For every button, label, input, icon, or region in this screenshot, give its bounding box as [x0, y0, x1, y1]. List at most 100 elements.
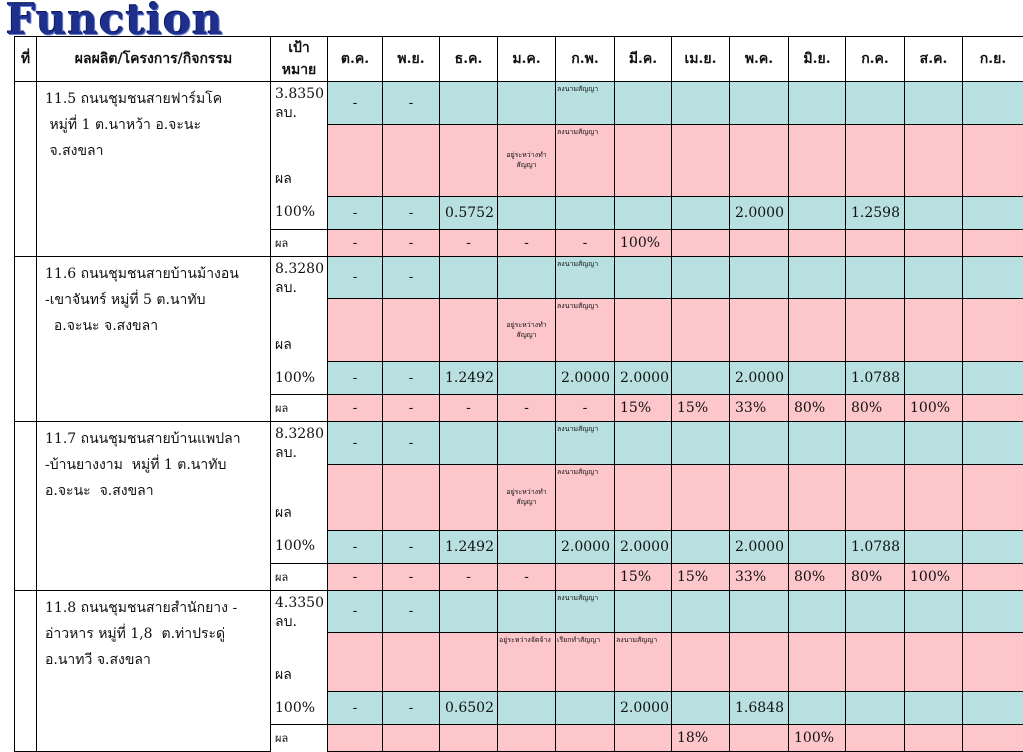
month-cell: [905, 299, 963, 362]
project-plan-table: ที่ผลผลิต/โครงการ/กิจกรรมเป้าหมายต.ค.พ.ย…: [14, 36, 1023, 752]
month-cell: [963, 725, 1023, 752]
month-cell: [328, 725, 383, 752]
percent-label-cell: 100%: [271, 692, 328, 725]
month-cell: [846, 422, 905, 465]
month-cell: 15%: [672, 563, 730, 590]
month-cell: [498, 196, 556, 229]
month-cell: [730, 633, 789, 692]
row-number-cell: [15, 422, 37, 591]
month-cell: [440, 256, 498, 299]
month-cell: 1.2492: [440, 362, 498, 395]
budget-cell: 3.8350 ลบ.: [271, 82, 328, 125]
plan-label-cell: ผล: [271, 633, 328, 692]
month-cell: -: [328, 229, 383, 256]
month-cell: [328, 124, 383, 196]
month-cell: -: [383, 362, 440, 395]
month-cell: [498, 590, 556, 633]
month-cell: [440, 422, 498, 465]
month-cell: อยู่ระหว่างทำสัญญา: [498, 124, 556, 196]
month-cell: [730, 590, 789, 633]
percent-label-cell: 100%: [271, 530, 328, 563]
month-cell: -: [383, 229, 440, 256]
project-name-line: อ.นาทวี จ.สงขลา: [45, 647, 270, 673]
month-cell: [905, 82, 963, 125]
month-cell: [905, 725, 963, 752]
month-cell: [846, 229, 905, 256]
month-cell: [672, 362, 730, 395]
month-cell: [963, 633, 1023, 692]
month-cell: [905, 362, 963, 395]
month-cell: [498, 725, 556, 752]
month-cell: [730, 229, 789, 256]
month-cell: [905, 229, 963, 256]
project-name-line: -บ้านยางงาม หมู่ที่ 1 ต.นาทับ: [45, 452, 270, 478]
month-cell: 0.6502: [440, 692, 498, 725]
month-cell: -: [498, 229, 556, 256]
month-cell: [963, 299, 1023, 362]
month-cell: 80%: [846, 563, 905, 590]
table-row: 11.8 ถนนชุมชนสายสำนักยาง -อ่าวหาร หมู่ที…: [15, 590, 1023, 633]
header-project: ผลผลิต/โครงการ/กิจกรรม: [37, 37, 271, 82]
month-cell: [383, 299, 440, 362]
month-cell: ลงนามสัญญา: [556, 124, 615, 196]
month-cell: -: [556, 395, 615, 422]
month-cell: -: [383, 422, 440, 465]
month-cell: [905, 196, 963, 229]
project-name-line: 11.7 ถนนชุมชนสายบ้านแพปลา: [45, 426, 270, 452]
month-cell: [498, 422, 556, 465]
month-cell: [498, 82, 556, 125]
month-cell: ลงนามสัญญา: [615, 633, 672, 692]
month-cell: -: [440, 395, 498, 422]
budget-cell: 4.3350 ลบ.: [271, 590, 328, 633]
month-cell: 100%: [905, 395, 963, 422]
month-cell: -: [383, 82, 440, 125]
month-cell: [963, 422, 1023, 465]
project-name-cell: 11.6 ถนนชุมชนสายบ้านม้างอน-เขาจันทร์ หมู…: [37, 256, 271, 422]
month-cell: [556, 563, 615, 590]
plan-label-cell: ผล: [271, 124, 328, 196]
month-cell: ลงนามสัญญา: [556, 82, 615, 125]
table-header: ที่ผลผลิต/โครงการ/กิจกรรมเป้าหมายต.ค.พ.ย…: [15, 37, 1023, 82]
month-cell: 1.6848: [730, 692, 789, 725]
month-cell: [963, 229, 1023, 256]
month-cell: -: [328, 530, 383, 563]
header-month: เม.ย.: [672, 37, 730, 82]
month-cell: 15%: [615, 395, 672, 422]
month-cell: [672, 256, 730, 299]
header-month: ธ.ค.: [440, 37, 498, 82]
header-month: พ.ย.: [383, 37, 440, 82]
percent-label-cell: 100%: [271, 196, 328, 229]
month-cell: -: [383, 196, 440, 229]
month-cell: [672, 692, 730, 725]
month-cell: [730, 256, 789, 299]
budget-cell: 8.3280 ลบ.: [271, 422, 328, 465]
month-cell: [730, 464, 789, 530]
month-cell: [615, 422, 672, 465]
month-cell: 1.0788: [846, 530, 905, 563]
month-cell: [615, 590, 672, 633]
month-cell: [846, 299, 905, 362]
month-cell: ลงนามสัญญา: [556, 422, 615, 465]
month-cell: [556, 196, 615, 229]
month-cell: 1.2492: [440, 530, 498, 563]
table-row: 11.6 ถนนชุมชนสายบ้านม้างอน-เขาจันทร์ หมู…: [15, 256, 1023, 299]
month-cell: 2.0000: [615, 362, 672, 395]
month-cell: 2.0000: [730, 196, 789, 229]
month-cell: [615, 464, 672, 530]
month-cell: -: [328, 422, 383, 465]
month-cell: -: [440, 563, 498, 590]
month-cell: [615, 196, 672, 229]
header-no: ที่: [15, 37, 37, 82]
month-cell: -: [383, 692, 440, 725]
header-month: ต.ค.: [328, 37, 383, 82]
month-cell: [383, 725, 440, 752]
month-cell: [615, 82, 672, 125]
row-number-cell: [15, 590, 37, 752]
project-name-cell: 11.7 ถนนชุมชนสายบ้านแพปลา-บ้านยางงาม หมู…: [37, 422, 271, 591]
month-cell: 33%: [730, 563, 789, 590]
month-cell: [905, 256, 963, 299]
month-cell: -: [440, 229, 498, 256]
month-cell: [789, 692, 846, 725]
month-cell: [963, 590, 1023, 633]
month-cell: [963, 563, 1023, 590]
